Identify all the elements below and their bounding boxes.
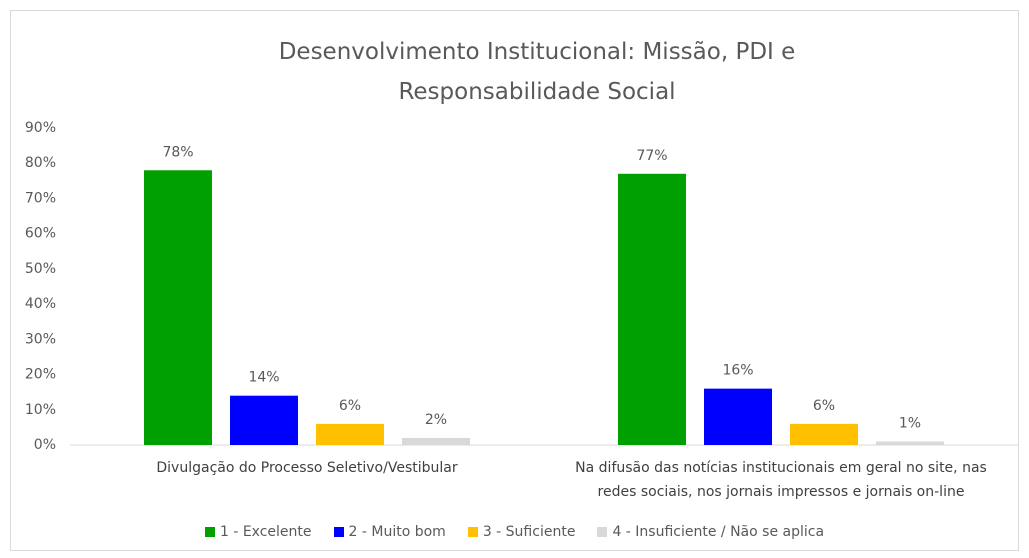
legend-swatch xyxy=(467,527,478,537)
chart-border xyxy=(10,10,1019,551)
data-label: 2% xyxy=(425,412,447,428)
y-tick-label: 0% xyxy=(34,437,56,453)
data-label: 1% xyxy=(899,415,921,431)
legend-label: 4 - Insuficiente / Não se aplica xyxy=(612,524,825,540)
legend-swatch xyxy=(597,527,608,537)
data-label: 14% xyxy=(248,370,279,386)
chart-title: Desenvolvimento Institucional: Missão, P… xyxy=(278,39,796,105)
data-label: 78% xyxy=(162,144,193,160)
bar xyxy=(704,388,772,445)
y-tick-label: 40% xyxy=(25,296,56,312)
bar xyxy=(790,423,858,445)
y-tick-label: 90% xyxy=(25,120,56,136)
data-label: 6% xyxy=(339,398,361,414)
legend-label: 2 - Muito bom xyxy=(348,524,446,540)
y-tick-label: 80% xyxy=(25,155,56,171)
x-tick-label: Divulgação do Processo Seletivo/Vestibul… xyxy=(156,460,458,476)
bar xyxy=(316,423,384,445)
data-label: 6% xyxy=(813,398,835,414)
bar xyxy=(144,170,212,445)
bar xyxy=(876,441,944,445)
data-label: 16% xyxy=(722,363,753,379)
y-tick-label: 20% xyxy=(25,367,56,383)
y-tick-label: 30% xyxy=(25,331,56,347)
legend-item: 4 - Insuficiente / Não se aplica xyxy=(597,524,824,540)
bar xyxy=(618,173,686,446)
legend-item: 3 - Suficiente xyxy=(467,524,576,540)
bar xyxy=(230,395,298,445)
legend-item: 2 - Muito bom xyxy=(333,524,446,540)
legend-label: 3 - Suficiente xyxy=(482,524,576,540)
legend-swatch xyxy=(204,527,215,537)
y-tick-label: 70% xyxy=(25,190,56,206)
y-tick-label: 50% xyxy=(25,261,56,277)
y-tick-label: 60% xyxy=(25,226,56,242)
bar xyxy=(402,437,470,445)
data-label: 77% xyxy=(636,148,667,164)
legend-label: 1 - Excelente xyxy=(219,524,312,540)
x-tick-label: Na difusão das notícias institucionais e… xyxy=(575,460,987,500)
legend: 1 - Excelente 2 - Muito bom 3 - Suficiente… xyxy=(0,524,1029,540)
legend-item: 1 - Excelente xyxy=(204,524,312,540)
y-tick-label: 10% xyxy=(25,402,56,418)
legend-swatch xyxy=(333,527,344,537)
